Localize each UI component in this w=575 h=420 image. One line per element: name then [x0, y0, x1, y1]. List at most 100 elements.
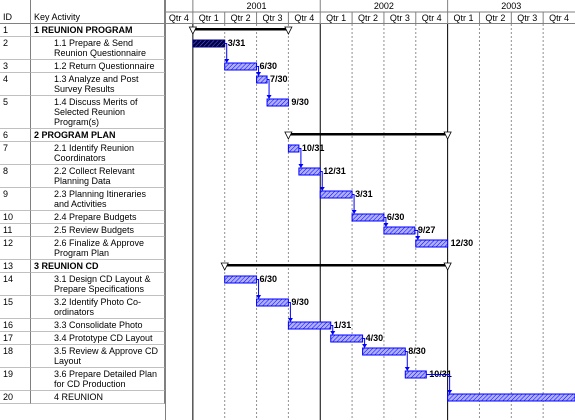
arrow-head	[330, 331, 336, 335]
task-bar	[319, 190, 353, 199]
arrow-head	[287, 318, 293, 322]
dependency-arrow	[426, 374, 451, 392]
quarter-label: Qtr 4	[169, 13, 189, 23]
timeline: Qtr 4 Qtr 1 Qtr 2 Qtr 3 Qtr 4 Qtr 1 Qtr 2 Qtr 3…	[165, 0, 575, 420]
arrow-head	[256, 295, 262, 299]
id-header: ID	[0, 0, 31, 24]
dependency-arrow	[298, 148, 302, 166]
task-bar	[224, 275, 258, 284]
quarter-label: Qtr 4	[294, 13, 314, 23]
task-name: 3.4 Prototype CD Layout	[31, 332, 165, 345]
task-bar	[383, 226, 416, 235]
quarter-label: Qtr 4	[549, 13, 569, 23]
summary-bar	[224, 264, 448, 267]
quarter-label: Qtr 1	[326, 13, 346, 23]
arrow-head	[362, 344, 368, 348]
end-date-label: 12/30	[451, 238, 474, 248]
task-id: 18	[0, 345, 31, 368]
arrow-head	[383, 223, 389, 227]
task-id: 4	[0, 73, 31, 96]
task-name: 3 REUNION CD	[31, 260, 165, 273]
summary-bar	[288, 133, 448, 136]
quarter-label: Qtr 2	[358, 13, 378, 23]
task-row: 19 3.6 Prepare Detailed Plan for CD Produ…	[0, 368, 575, 391]
task-name: 3.5 Review & Approve CD Layout	[31, 345, 165, 368]
task-bar	[330, 334, 364, 343]
end-date-label: 10/31	[302, 143, 325, 153]
end-date-label: 12/31	[323, 166, 346, 176]
task-bar	[224, 62, 258, 71]
dependency-arrow	[224, 43, 228, 61]
task-row: 7 2.1 Identify Reunion Coordinators	[0, 142, 575, 165]
task-name: 2.5 Review Budgets	[31, 224, 165, 237]
arrow-head	[298, 164, 304, 168]
task-name: 1.4 Discuss Merits of Selected Reunion P…	[31, 96, 165, 129]
task-row: 18 3.5 Review & Approve CD Layout	[0, 345, 575, 368]
task-id: 20	[0, 391, 31, 404]
task-bar	[192, 39, 226, 48]
task-name: 1.1 Prepare & Send Reunion Questionnaire	[31, 37, 165, 60]
task-row: 3 1.2 Return Questionnaire	[0, 60, 575, 73]
task-name: 1 REUNION PROGRAM	[31, 24, 165, 37]
year-label: 2002	[374, 1, 394, 11]
dependency-arrow	[256, 66, 260, 74]
task-bar	[287, 144, 300, 153]
dependency-arrow	[288, 302, 291, 320]
quarter-label: Qtr 3	[390, 13, 410, 23]
task-id: 14	[0, 273, 31, 296]
task-name: 3.1 Design CD Layout & Prepare Specifica…	[31, 273, 165, 296]
task-bar	[266, 98, 289, 107]
task-id: 6	[0, 129, 31, 142]
task-bar	[351, 213, 385, 222]
task-row: 20 4 REUNION	[0, 391, 575, 404]
task-row: 8 2.2 Collect Relevant Planning Data	[0, 165, 575, 188]
task-id: 12	[0, 237, 31, 260]
task-id: 7	[0, 142, 31, 165]
task-bar	[404, 370, 427, 379]
task-row: 9 2.3 Planning Itineraries and Activities	[0, 188, 575, 211]
quarter-label: Qtr 1	[199, 13, 219, 23]
task-id: 2	[0, 37, 31, 60]
task-id: 10	[0, 211, 31, 224]
end-date-label: 7/30	[270, 74, 288, 84]
task-row: 2 1.1 Prepare & Send Reunion Questionnair…	[0, 37, 575, 60]
arrow-head	[319, 187, 325, 191]
task-id: 5	[0, 96, 31, 129]
task-row: 11 2.5 Review Budgets	[0, 224, 575, 237]
dependency-arrow	[405, 351, 408, 369]
task-name: 2.3 Planning Itineraries and Activities	[31, 188, 165, 211]
quarter-label: Qtr 2	[485, 13, 505, 23]
dependency-arrow	[256, 279, 260, 297]
task-id: 13	[0, 260, 31, 273]
end-date-label: 8/30	[408, 346, 426, 356]
task-bar	[287, 321, 332, 330]
end-date-label: 10/31	[429, 369, 452, 379]
task-name: 1.3 Analyze and Post Survey Results	[31, 73, 165, 96]
task-row: 13 3 REUNION CD	[0, 260, 575, 273]
task-id: 19	[0, 368, 31, 391]
task-name: 2.6 Finalize & Approve Program Plan	[31, 237, 165, 260]
dependency-arrow	[320, 171, 323, 189]
quarter-label: Qtr 3	[517, 13, 537, 23]
task-bar	[362, 347, 406, 356]
summary-end	[188, 26, 198, 35]
quarter-label: Qtr 3	[262, 13, 282, 23]
end-date-label: 6/30	[387, 212, 405, 222]
task-name: 2.4 Prepare Budgets	[31, 211, 165, 224]
activity-header: Key Activity	[31, 0, 165, 24]
task-name: 4 REUNION	[31, 391, 165, 404]
summary-end	[284, 26, 293, 35]
task-name: 3.6 Prepare Detailed Plan for CD Product…	[31, 368, 165, 391]
dependency-arrow	[352, 194, 355, 212]
task-name: 2 PROGRAM PLAN	[31, 129, 165, 142]
task-id: 11	[0, 224, 31, 237]
dependency-arrow	[414, 230, 419, 238]
task-bar	[256, 75, 268, 84]
quarter-label: Qtr 1	[454, 13, 474, 23]
arrow-head	[224, 59, 230, 63]
quarter-label: Qtr 4	[422, 13, 442, 23]
task-bar	[298, 167, 321, 176]
